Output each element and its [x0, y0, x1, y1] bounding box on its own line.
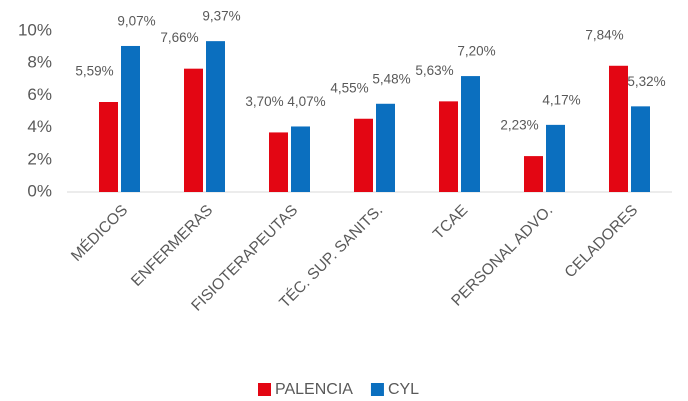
value-label: 5,63% [415, 63, 453, 78]
y-tick-label: 4% [27, 117, 52, 136]
bar [269, 132, 288, 192]
value-label: 7,84% [585, 27, 623, 42]
bar [524, 156, 543, 192]
value-label: 5,48% [372, 71, 410, 86]
y-tick-label: 10% [18, 20, 52, 39]
bar [439, 101, 458, 192]
x-tick-label: ENFERMERAS [128, 202, 216, 290]
bar [291, 126, 310, 192]
x-tick-label: MÉDICOS [68, 202, 131, 265]
bar [99, 102, 118, 192]
bar [376, 103, 395, 192]
x-tick-label: CELADORES [562, 202, 642, 282]
bar [546, 124, 565, 192]
value-label: 7,20% [457, 44, 495, 59]
bar [184, 68, 203, 192]
value-label: 4,55% [330, 80, 368, 95]
value-label: 5,32% [627, 74, 665, 89]
y-tick-label: 2% [27, 149, 52, 168]
bar [461, 76, 480, 192]
value-label: 2,23% [500, 118, 538, 133]
value-label: 4,07% [287, 94, 325, 109]
legend-label: PALENCIA [275, 381, 353, 398]
bar [354, 118, 373, 192]
value-label: 9,37% [202, 9, 240, 24]
value-label: 7,66% [160, 30, 198, 45]
y-tick-label: 0% [27, 181, 52, 200]
legend-label: CYL [388, 381, 419, 398]
y-tick-label: 8% [27, 53, 52, 72]
legend-swatch [370, 383, 384, 396]
legend-swatch [258, 383, 271, 396]
value-label: 9,07% [117, 14, 155, 29]
value-label: 5,59% [75, 64, 113, 79]
value-label: 3,70% [245, 94, 283, 109]
bar [631, 106, 650, 192]
x-tick-label: TCAE [430, 202, 471, 243]
bar [121, 45, 140, 193]
bar [206, 41, 225, 192]
y-tick-label: 6% [27, 85, 52, 104]
value-label: 4,17% [542, 92, 580, 107]
bar [609, 65, 628, 192]
